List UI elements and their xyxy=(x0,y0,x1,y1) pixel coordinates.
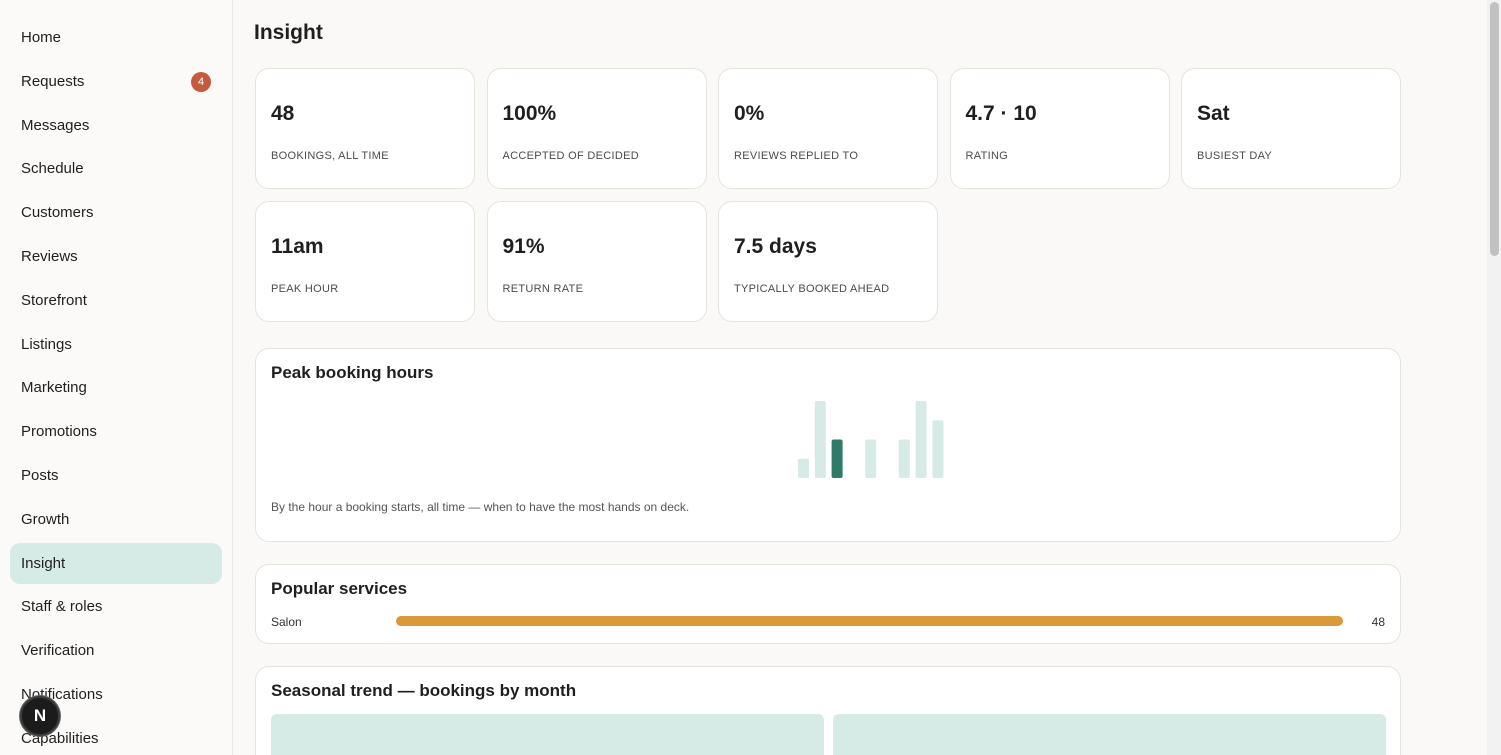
stat-label: RATING xyxy=(965,150,1009,162)
stat-card: 100% ACCEPTED OF DECIDED xyxy=(486,68,707,189)
stat-value: 91% xyxy=(502,234,545,258)
sidebar-item-insight[interactable]: Insight xyxy=(10,542,222,584)
sidebar-item-label: Customers xyxy=(21,204,94,222)
peak-hours-chart xyxy=(798,401,944,478)
stat-label: ACCEPTED OF DECIDED xyxy=(502,150,639,162)
sidebar-item-storefront[interactable]: Storefront xyxy=(10,280,222,321)
stat-card: 48 BOOKINGS, ALL TIME xyxy=(255,68,475,189)
peak-bar-9am xyxy=(798,458,809,478)
avatar[interactable]: N xyxy=(20,696,60,736)
sidebar-item-label: Reviews xyxy=(21,248,78,265)
popular-services-card: Popular services Salon 48 xyxy=(255,564,1401,644)
stat-card: 4.7 · 10 RATING xyxy=(949,68,1170,189)
main-content: Insight 48 BOOKINGS, ALL TIME 100% ACCEPTED… xyxy=(234,0,1487,755)
service-bar-fill xyxy=(396,616,1343,626)
seasonal-chart-block xyxy=(833,714,1386,755)
peak-bar-10am xyxy=(814,401,826,478)
stat-value: Sat xyxy=(1197,102,1230,125)
sidebar-item-label: Home xyxy=(21,29,62,46)
service-name: Salon xyxy=(271,615,302,629)
sidebar-item-reviews[interactable]: Reviews xyxy=(10,236,222,277)
peak-hours-note: By the hour a booking starts, all time —… xyxy=(271,500,690,514)
seasonal-trend-title: Seasonal trend — bookings by month xyxy=(271,681,577,700)
peak-bar-1pm xyxy=(865,439,877,478)
sidebar-item-label: Schedule xyxy=(21,160,84,178)
stat-label: BUSIEST DAY xyxy=(1197,150,1273,162)
scrollbar-thumb[interactable] xyxy=(1490,2,1499,256)
peak-hours-title: Peak booking hours xyxy=(271,363,434,382)
stat-value: 11am xyxy=(271,234,324,258)
stat-value: 7.5 days xyxy=(734,234,817,258)
seasonal-trend-card: Seasonal trend — bookings by month xyxy=(255,666,1401,755)
stat-card: 11am PEAK HOUR xyxy=(255,200,475,322)
stat-card: 7.5 days TYPICALLY BOOKED AHEAD xyxy=(718,200,938,322)
sidebar-item-label: Messages xyxy=(21,116,90,134)
sidebar-item-promotions[interactable]: Promotions xyxy=(10,411,222,452)
sidebar: Home Requests 4 Messages Schedule Customers Re… xyxy=(0,0,233,755)
sidebar-item-label: Verification xyxy=(21,642,95,660)
popular-services-title: Popular services xyxy=(271,579,408,598)
sidebar-item-home[interactable]: Home xyxy=(10,17,222,58)
sidebar-item-label: Listings xyxy=(21,335,72,353)
sidebar-item-customers[interactable]: Customers xyxy=(10,192,222,233)
sidebar-item-label: Staff & roles xyxy=(21,598,103,616)
sidebar-item-staff-roles[interactable]: Staff & roles xyxy=(10,586,222,627)
service-count: 48 xyxy=(1371,615,1385,629)
service-bar-track xyxy=(396,616,1343,626)
stat-label: PEAK HOUR xyxy=(271,282,339,295)
stat-card: 0% REVIEWS REPLIED TO xyxy=(718,68,938,189)
requests-count-badge: 4 xyxy=(191,71,211,92)
sidebar-item-marketing[interactable]: Marketing xyxy=(10,367,222,408)
stat-value: 100% xyxy=(502,102,557,125)
seasonal-chart-block xyxy=(271,714,824,755)
stat-value: 0% xyxy=(734,102,765,125)
sidebar-item-label: Promotions xyxy=(21,423,97,441)
stat-card: 91% RETURN RATE xyxy=(486,200,707,322)
sidebar-item-label: Storefront xyxy=(21,291,87,309)
stat-value: 48 xyxy=(271,102,295,125)
peak-bar-4pm xyxy=(915,401,927,478)
sidebar-item-posts[interactable]: Posts xyxy=(10,455,222,496)
stat-value: 4.7 · 10 xyxy=(965,102,1037,125)
sidebar-item-label: Requests xyxy=(21,72,85,90)
stat-label: TYPICALLY BOOKED AHEAD xyxy=(734,282,890,295)
page-title: Insight xyxy=(254,21,323,44)
sidebar-item-listings[interactable]: Listings xyxy=(10,324,222,365)
sidebar-item-label: Insight xyxy=(21,554,66,572)
sidebar-item-verification[interactable]: Verification xyxy=(10,630,222,671)
sidebar-item-messages[interactable]: Messages xyxy=(10,105,222,146)
sidebar-item-label: Posts xyxy=(21,467,59,484)
peak-bar-5pm xyxy=(932,420,944,478)
stat-card: Sat BUSIEST DAY xyxy=(1181,68,1401,189)
stat-label: BOOKINGS, ALL TIME xyxy=(271,150,389,162)
stat-label: REVIEWS REPLIED TO xyxy=(734,150,859,162)
sidebar-item-requests[interactable]: Requests 4 xyxy=(10,61,222,102)
peak-bar-3pm xyxy=(898,439,910,478)
sidebar-item-schedule[interactable]: Schedule xyxy=(10,148,222,189)
sidebar-item-label: Growth xyxy=(21,510,70,528)
sidebar-item-label: Marketing xyxy=(21,379,87,397)
stat-label: RETURN RATE xyxy=(502,282,584,295)
peak-hours-card: Peak booking hours By the hour a booking… xyxy=(255,348,1401,542)
peak-bar-11am xyxy=(831,439,843,478)
page-scrollbar[interactable] xyxy=(1487,0,1501,755)
avatar-initial: N xyxy=(33,706,47,725)
sidebar-item-growth[interactable]: Growth xyxy=(10,499,222,540)
